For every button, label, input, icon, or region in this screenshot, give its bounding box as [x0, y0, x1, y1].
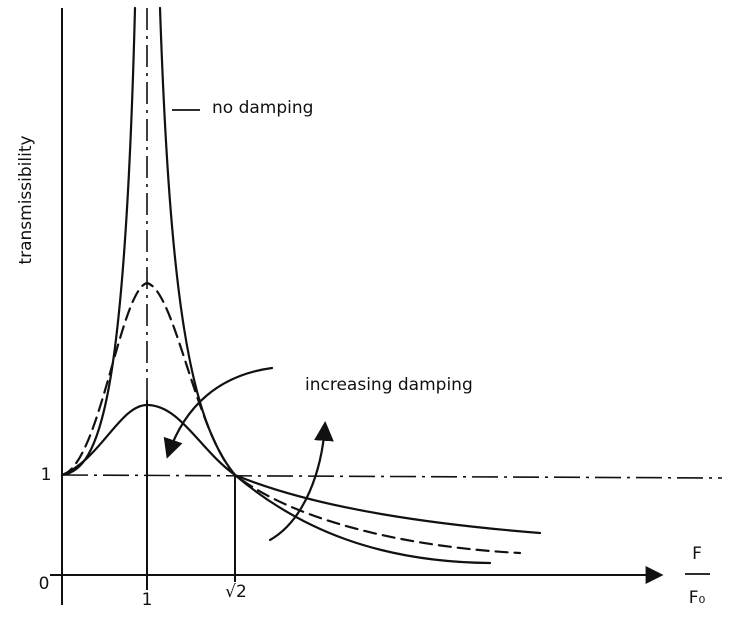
- unity-line: [61, 474, 723, 479]
- annotation: increasing damping: [305, 375, 473, 395]
- no-damping-curve: [60, 6, 137, 477]
- x-axis-label: F: [692, 544, 702, 564]
- x-tick-label: 0: [39, 574, 50, 594]
- y-tick-label: 1: [41, 465, 52, 485]
- damping-arrow: [163, 366, 274, 459]
- medium-damping-curve: [60, 281, 522, 555]
- x-tick-label: √2: [225, 582, 247, 602]
- x-axis-label: F₀: [689, 588, 706, 608]
- annotation: no damping: [212, 98, 313, 118]
- x-tick-label: 1: [142, 590, 153, 610]
- y-axis-label: transmissibility: [16, 135, 36, 264]
- no-damping-curve: [158, 6, 492, 565]
- damping-arrow: [268, 421, 334, 542]
- high-damping-curve: [60, 403, 542, 535]
